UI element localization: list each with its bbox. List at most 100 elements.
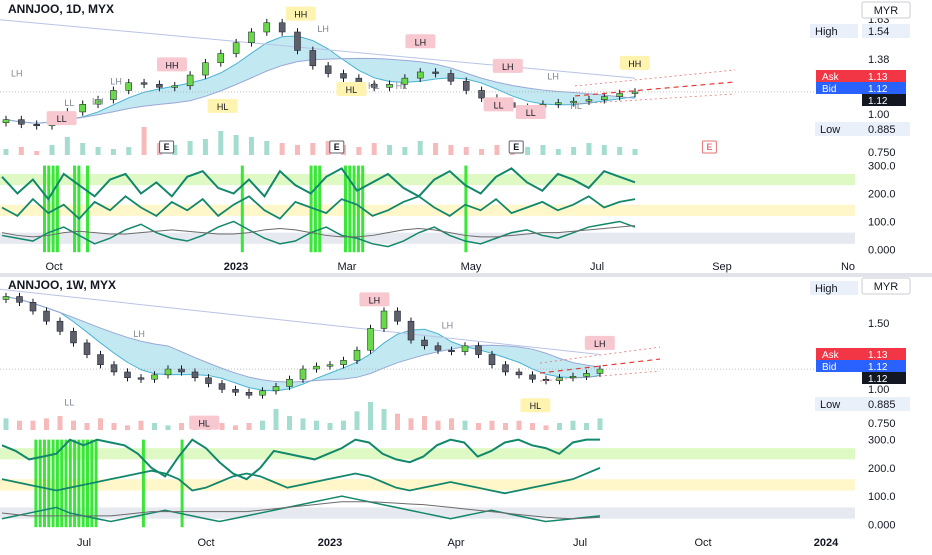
- volume-bar: [179, 423, 184, 430]
- candle-body: [596, 368, 604, 374]
- volume-bar: [354, 411, 360, 430]
- pivot-label: LL: [64, 98, 74, 108]
- pivot-label: LL: [64, 397, 74, 407]
- volume-bar: [314, 420, 319, 430]
- volume-bar: [125, 425, 130, 430]
- time-tick-label: Sep: [712, 261, 732, 273]
- pivot-label-box: [189, 415, 220, 430]
- pivot-label: HL: [217, 102, 229, 112]
- candle-body: [434, 345, 442, 351]
- candle-body: [416, 71, 424, 79]
- pivot-label-box: [619, 55, 650, 70]
- bid-box: [816, 82, 906, 94]
- indicator-fast-line: [1, 167, 636, 201]
- volume-bar: [341, 420, 346, 430]
- volume-bar: [126, 147, 132, 155]
- ask-value: 1.13: [868, 72, 888, 83]
- pivot-label: HL: [346, 85, 358, 95]
- candle-body: [407, 320, 415, 341]
- indicator-tick-label: 200.0: [868, 463, 896, 475]
- candle-body: [151, 374, 158, 380]
- volume-bar: [381, 409, 387, 430]
- candle-body: [43, 310, 50, 322]
- candle-body: [125, 82, 132, 91]
- ma-slow-line: [5, 57, 636, 124]
- ma-fast-line: [5, 296, 601, 392]
- candle-body: [313, 365, 320, 370]
- volume-bar: [64, 137, 70, 155]
- pivot-label: LH: [547, 72, 559, 82]
- volume-bar: [248, 137, 254, 155]
- volume-bar: [448, 145, 454, 155]
- projection-lower: [539, 370, 661, 382]
- indicator-zone-low: [0, 507, 855, 519]
- volume-bar: [356, 147, 362, 155]
- indicator-signal-bar: [348, 165, 352, 253]
- indicator-signal-bar: [240, 165, 244, 253]
- candle-body: [488, 354, 496, 365]
- volume-bar: [433, 143, 439, 155]
- volume-bar: [422, 416, 427, 430]
- candle-body: [478, 90, 485, 99]
- volume-bar: [95, 147, 101, 155]
- candle-body: [178, 368, 185, 373]
- volume-bar: [597, 418, 603, 430]
- volume-bar: [17, 420, 22, 430]
- volume-bar: [584, 423, 589, 430]
- candle-body: [570, 100, 577, 103]
- chart-divider: [0, 273, 932, 277]
- indicator-signal-bar: [34, 439, 38, 528]
- candle-body: [140, 82, 148, 85]
- volume-bar: [494, 145, 500, 155]
- candle-body: [218, 383, 226, 390]
- candle-body: [370, 84, 378, 88]
- volume-bar: [417, 141, 423, 155]
- volume-bar: [449, 418, 454, 430]
- volume-bar: [489, 420, 495, 430]
- candle-body: [171, 85, 179, 88]
- last-box: [862, 94, 906, 106]
- volume-bar: [476, 423, 481, 430]
- volume-bar: [525, 147, 531, 155]
- low-value: 0.885: [868, 124, 896, 136]
- candle-body: [555, 102, 562, 105]
- time-tick-label: 2024: [814, 537, 839, 549]
- pivot-label: HL: [396, 81, 408, 91]
- volume-bar: [44, 418, 49, 430]
- chart-2: LHLLHLLHLHHLLH1.501.251.000.8850.750300.…: [0, 276, 932, 550]
- earnings-marker: E: [513, 142, 519, 152]
- price-tick-label: 0.750: [868, 147, 896, 159]
- time-tick-label: Jul: [590, 261, 604, 273]
- ma-long-line: [0, 288, 601, 356]
- volume-bar: [273, 409, 279, 430]
- candle-body: [447, 73, 455, 82]
- indicator-signal-bar: [464, 165, 468, 253]
- earnings-marker: E: [164, 142, 170, 152]
- candle-body: [340, 73, 347, 79]
- indicator-signal-bar: [344, 165, 347, 253]
- indicator-signal-bar: [73, 439, 77, 528]
- volume-bar: [57, 416, 63, 430]
- pivot-label-box: [207, 98, 238, 113]
- indicator-signal-bar: [94, 439, 98, 528]
- volume-bar: [111, 423, 117, 430]
- pivot-label: LH: [133, 329, 145, 339]
- candle-body: [16, 296, 23, 303]
- indicator-signal-bar: [68, 439, 72, 528]
- volume-bar: [246, 423, 252, 430]
- time-tick-label: 2023: [318, 537, 342, 549]
- ask-label: Ask: [822, 72, 840, 83]
- volume-bar: [3, 149, 9, 155]
- candle-body: [583, 373, 590, 377]
- indicator-signal-bar: [77, 439, 81, 528]
- pivot-label: HL: [570, 101, 582, 111]
- candle-body: [259, 390, 266, 396]
- pivot-label: LH: [317, 24, 329, 34]
- indicator-signal-bar: [73, 165, 77, 253]
- volume-bar: [80, 143, 86, 155]
- pivot-label: HH: [294, 10, 307, 20]
- candle-body: [294, 31, 301, 51]
- candle-body: [515, 371, 523, 376]
- volume-bar: [218, 131, 224, 155]
